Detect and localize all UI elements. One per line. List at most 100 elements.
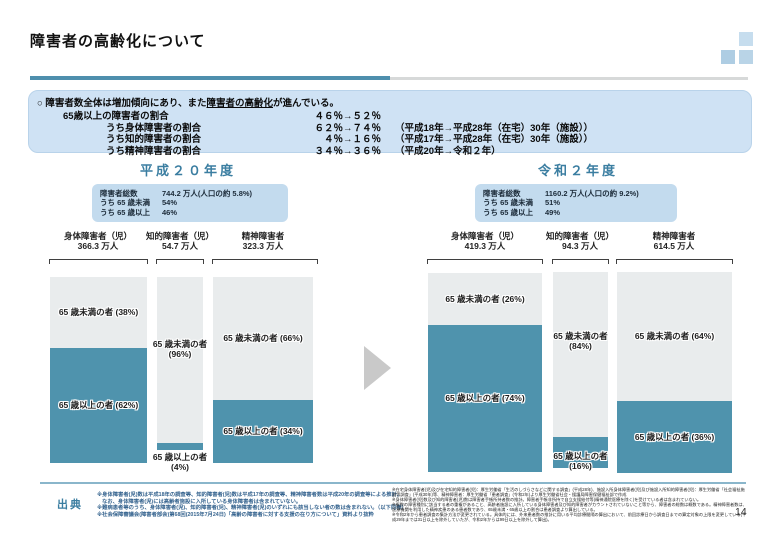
segment-label: 65 歳以上の者 (34%)	[223, 426, 303, 437]
bar-segment-under65: 65 歳未満の者 (66%)	[213, 277, 313, 400]
summary-row: うち知的障害者の割合 ４％→１６％ （平成17年→平成28年（在宅）30年（施設…	[29, 131, 751, 145]
decoration-square-icon	[739, 50, 753, 64]
stacked-bar-physical-r2: 65 歳未満の者 (26%) 65 歳以上の者 (74%)	[428, 273, 542, 472]
stats-label: うち 65 歳未満	[100, 198, 151, 208]
bar-amount: 614.5 万人	[653, 241, 695, 251]
footnote-line: ※身体障害者(児)数及び知的障害者(児)数は障害者手帳所持者数の推計。障害者手帳…	[392, 497, 702, 502]
segment-label: 65 歳以上の者 (74%)	[445, 393, 525, 404]
footnotes-block: ※在宅身体障害者(児)及び在宅知的障害者(児)：厚生労働省「生活のしづらさなどに…	[392, 487, 748, 522]
bar-amount: 323.3 万人	[242, 241, 284, 251]
bar-segment-over65: 65 歳以上の者 (36%)	[617, 400, 732, 473]
bar-title: 身体障害者（児）	[450, 231, 519, 241]
summary-row-value: ３４％→３６％	[314, 145, 381, 157]
bar-amount: 54.7 万人	[162, 241, 198, 251]
summary-row: うち身体障害者の割合 ６２％→７４％ （平成18年→平成28年（在宅）30年（施…	[29, 120, 751, 134]
summary-row: うち精神障害者の割合 ３４％→３６％ （平成20年→令和２年）	[29, 143, 751, 157]
bar-segment-over65: 65 歳以上の者 (74%)	[428, 324, 542, 472]
stats-row: うち 65 歳未満 54%	[100, 198, 280, 207]
segment-label: 65 歳未満の者 (66%)	[223, 333, 303, 344]
summary-row-label: うち知的障害者の割合	[106, 134, 202, 145]
bar-header-mental-r2: 精神障害者 614.5 万人	[624, 231, 724, 251]
segment-label: 65 歳未満の者 (26%)	[445, 293, 525, 304]
bar-header-intellectual-h20: 知的障害者（児） 54.7 万人	[132, 231, 228, 251]
segment-label: 65 歳以上の者 (36%)	[634, 431, 715, 442]
stats-value: 744.2 万人(人口の約 5.8%)	[162, 189, 253, 198]
summary-heading-pre: ○ 障害者数全体は増加傾向にあり、また	[37, 98, 207, 109]
stats-box-heisei20: 障害者総数 744.2 万人(人口の約 5.8%) うち 65 歳未満 54% うち…	[92, 184, 288, 222]
decoration-square-icon	[739, 32, 753, 46]
bar-title: 精神障害者	[652, 231, 696, 241]
stats-label: うち 65 歳以上	[100, 207, 151, 217]
bar-header-mental-h20: 精神障害者 323.3 万人	[213, 231, 313, 251]
summary-heading-post: が進んでいる。	[273, 98, 340, 109]
bar-segment-under65: 65 歳未満の者 (64%)	[617, 272, 732, 401]
source-note-line: ※身体障害者(児)数は平成18年の調査等、知的障害者(児)数は平成17年の調査等…	[97, 492, 403, 498]
bar-title: 知的障害者（児）	[545, 231, 614, 241]
page-title: 障害者の高齢化について	[30, 33, 206, 50]
stats-label: 障害者総数	[483, 189, 521, 198]
summary-row-value: ４６％→５２％	[314, 111, 381, 122]
bar-amount: 366.3 万人	[77, 241, 119, 251]
stats-value: 54%	[162, 198, 178, 208]
decoration-square-icon	[721, 50, 735, 64]
segment-label: 65 歳未満の者 (84%)	[553, 330, 608, 351]
summary-heading-underlined: 障害者の高齢化	[206, 98, 274, 109]
stacked-bar-physical-h20: 65 歳未満の者 (38%) 65 歳以上の者 (62%)	[50, 277, 147, 463]
bracket-line	[616, 259, 733, 264]
segment-label: 65 歳未満の者 (64%)	[634, 331, 715, 342]
source-note-line: ※難病患者等のうち、身体障害者(児)、知的障害者(児)、精神障害者(児)のいずれ…	[97, 505, 407, 512]
bar-title: 身体障害者（児）	[63, 231, 132, 241]
footnote-line: ※複数の障害種別に該当する者の重複があること、高齢者施設に入所している身体障害者…	[392, 502, 747, 512]
stats-row: うち 65 歳未満 51%	[483, 198, 669, 207]
title-rule-accent	[30, 76, 390, 80]
bracket-line	[427, 259, 543, 264]
stats-label: 障害者総数	[100, 189, 138, 198]
stats-row: うち 65 歳以上 46%	[100, 208, 280, 217]
stacked-bar-intellectual-r2: 65 歳未満の者 (84%) 65 歳以上の者 (16%)	[553, 272, 608, 471]
segment-label: 65 歳以上の者 (62%)	[58, 400, 139, 411]
footer-divider	[40, 482, 746, 484]
summary-row-value: ６２％→７４％	[314, 122, 381, 134]
bar-segment-under65: 65 歳未満の者 (38%)	[50, 277, 147, 348]
bar-header-physical-h20: 身体障害者（児） 366.3 万人	[48, 231, 148, 251]
stats-row: うち 65 歳以上 49%	[483, 208, 669, 217]
summary-row: 65歳以上の障害者の割合 ４６％→５２％	[29, 108, 751, 122]
summary-row-label: うち身体障害者の割合	[106, 122, 202, 134]
stats-row: 障害者総数 744.2 万人(人口の約 5.8%)	[100, 189, 280, 198]
bar-header-physical-r2: 身体障害者（児） 419.3 万人	[435, 231, 535, 251]
footnote-line: ※在宅身体障害者(児)及び在宅知的障害者(児)：厚生労働省「生活のしづらさなどに…	[392, 487, 745, 497]
stacked-bar-intellectual-h20: 65 歳未満の者 (96%) 65 歳以上の者 (4%)	[153, 277, 207, 472]
stats-box-reiwa2: 障害者総数 1160.2 万人(人口の約 9.2%) うち 65 歳未満 51% う…	[475, 184, 677, 222]
stats-row: 障害者総数 1160.2 万人(人口の約 9.2%)	[483, 189, 669, 198]
summary-row-value: ４％→１６％	[323, 134, 381, 145]
segment-label: 65 歳未満の者 (96%)	[152, 339, 208, 360]
segment-label: 65 歳未満の者 (38%)	[58, 307, 139, 318]
bar-segment-over65	[553, 436, 608, 468]
stacked-bar-mental-r2: 65 歳未満の者 (64%) 65 歳以上の者 (36%)	[617, 272, 732, 473]
bracket-line	[212, 259, 318, 264]
summary-row-label: うち精神障害者の割合	[106, 145, 202, 157]
bar-segment-over65: 65 歳以上の者 (34%)	[213, 399, 313, 463]
segment-label: 65 歳以上の者 (16%)	[553, 451, 608, 471]
bar-header-intellectual-r2: 知的障害者（児） 94.3 万人	[532, 231, 628, 251]
bar-segment-under65	[157, 277, 203, 444]
arrow-right-icon	[364, 346, 391, 390]
title-rule-gray	[390, 77, 748, 80]
page-number: 14	[735, 506, 747, 518]
bar-segment-under65: 65 歳未満の者 (26%)	[428, 273, 542, 325]
era-heading-reiwa2: 令和２年度	[537, 163, 618, 178]
summary-row-note: （平成17年→平成28年（在宅）30年（施設））	[395, 134, 593, 145]
stacked-bar-mental-h20: 65 歳未満の者 (66%) 65 歳以上の者 (34%)	[213, 277, 313, 463]
bar-segment-over65	[157, 443, 203, 450]
source-notes: ※身体障害者(児)数は平成18年の調査等、知的障害者(児)数は平成17年の調査等…	[97, 492, 407, 518]
source-label: 出典	[57, 499, 83, 511]
stats-value: 46%	[162, 207, 178, 217]
summary-heading: ○ 障害者数全体は増加傾向にあり、また障害者の高齢化が進んでいる。	[29, 95, 751, 109]
stats-value: 49%	[545, 207, 561, 217]
stats-label: うち 65 歳未満	[483, 198, 534, 208]
summary-row-note: （平成18年→平成28年（在宅）30年（施設））	[395, 122, 593, 134]
stats-value: 51%	[545, 198, 561, 208]
bracket-line	[552, 259, 609, 264]
stats-value: 1160.2 万人(人口の約 9.2%)	[545, 189, 639, 198]
